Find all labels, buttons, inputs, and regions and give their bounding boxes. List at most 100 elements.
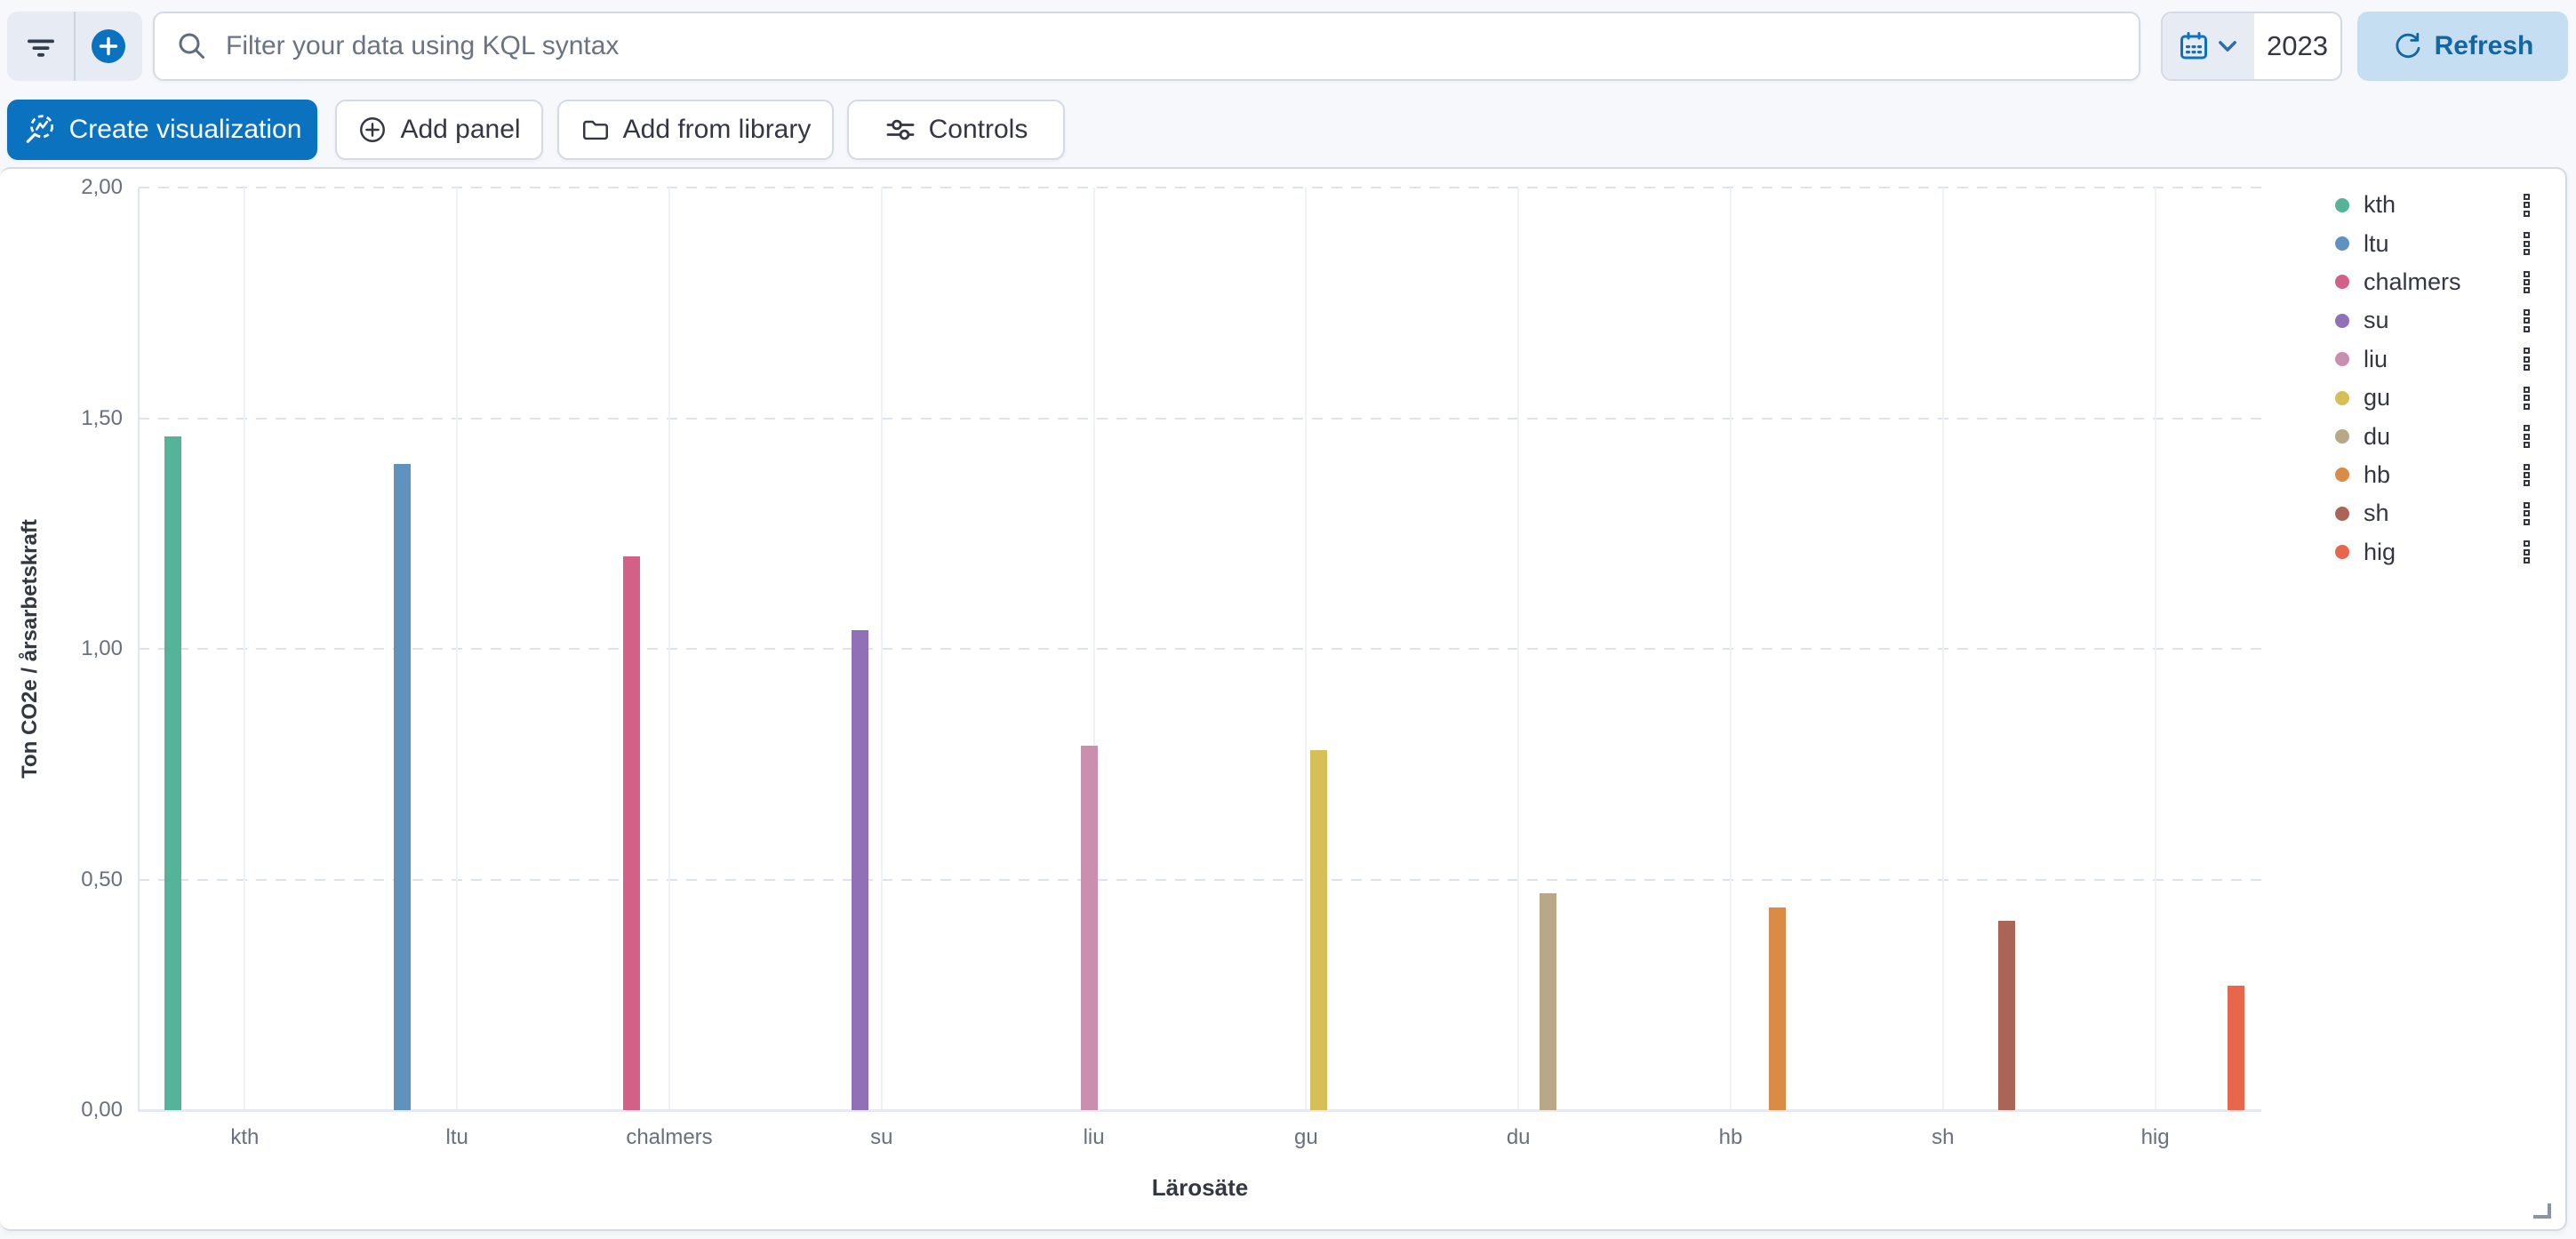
controls-label: Controls <box>928 115 1028 144</box>
filter-bar: 2023 Refresh <box>0 12 2576 81</box>
h-gridline <box>139 648 2261 650</box>
v-gridline <box>1305 188 1308 1110</box>
legend-item-actions-icon[interactable] <box>2524 348 2530 372</box>
folder-icon <box>582 120 608 140</box>
legend-color-dot <box>2335 468 2349 483</box>
create-visualization-label: Create visualization <box>68 115 302 144</box>
legend-item-gu[interactable]: gu <box>2325 379 2549 417</box>
legend-item-chalmers[interactable]: chalmers <box>2325 263 2549 301</box>
bar-chalmers[interactable] <box>622 556 640 1110</box>
date-value: 2023 <box>2267 30 2328 61</box>
add-filter-button[interactable] <box>76 12 142 81</box>
panel-resize-handle[interactable] <box>2533 1203 2551 1219</box>
x-tick-label: kth <box>230 1125 260 1149</box>
add-from-library-button[interactable]: Add from library <box>557 100 834 160</box>
legend-color-dot <box>2335 352 2349 367</box>
legend-color-dot <box>2335 236 2349 252</box>
filters-button[interactable] <box>7 12 74 81</box>
add-panel-button[interactable]: Add panel <box>335 100 543 160</box>
legend-item-label: kth <box>2364 191 2396 219</box>
filter-group-divider <box>74 12 76 81</box>
v-gridline <box>1092 188 1095 1110</box>
create-visualization-button[interactable]: Create visualization <box>7 100 317 160</box>
bar-chart: 0,00 0,50 1,00 1,50 2,00 kth ltu chalmers su liu g… <box>0 169 2565 1229</box>
x-tick-label: sh <box>1932 1125 1955 1149</box>
legend-item-label: liu <box>2364 345 2388 372</box>
add-panel-label: Add panel <box>400 115 521 144</box>
legend-color-dot <box>2335 545 2349 560</box>
legend-item-actions-icon[interactable] <box>2524 232 2530 255</box>
legend-item-label: hig <box>2364 538 2396 565</box>
y-tick-label: 2,00 <box>81 175 123 199</box>
x-axis-title: Lärosäte <box>1151 1174 1249 1201</box>
x-tick-label: hig <box>2140 1125 2170 1149</box>
legend-item-kth[interactable]: kth <box>2325 186 2549 224</box>
filter-actions-group <box>7 12 142 81</box>
bar-gu[interactable] <box>1310 750 1328 1110</box>
add-from-library-label: Add from library <box>622 115 812 144</box>
legend-item-ltu[interactable]: ltu <box>2325 224 2549 262</box>
v-gridline <box>1941 188 1944 1110</box>
controls-button[interactable]: Controls <box>847 100 1065 160</box>
legend-color-dot <box>2335 275 2349 290</box>
legend-color-dot <box>2335 429 2349 444</box>
v-gridline <box>456 188 459 1110</box>
legend-item-actions-icon[interactable] <box>2524 463 2530 487</box>
controls-icon <box>886 119 915 140</box>
legend-item-actions-icon[interactable] <box>2524 270 2530 294</box>
x-tick-label: hb <box>1718 1125 1743 1149</box>
legend-item-label: sh <box>2364 500 2389 527</box>
kql-search-box <box>153 12 2140 81</box>
bar-hb[interactable] <box>1769 907 1787 1110</box>
bar-hig[interactable] <box>2227 985 2244 1110</box>
legend-item-sh[interactable]: sh <box>2325 494 2549 532</box>
add-filter-plus-icon <box>92 29 126 63</box>
legend-item-actions-icon[interactable] <box>2524 308 2530 332</box>
bar-ltu[interactable] <box>393 464 411 1110</box>
legend-item-actions-icon[interactable] <box>2524 193 2530 217</box>
date-picker: 2023 <box>2161 12 2342 81</box>
v-gridline <box>880 188 883 1110</box>
bar-kth[interactable] <box>164 436 181 1110</box>
legend-item-label: hb <box>2364 460 2391 488</box>
refresh-button[interactable]: Refresh <box>2357 12 2568 81</box>
bar-sh[interactable] <box>1997 921 2015 1110</box>
legend-item-actions-icon[interactable] <box>2524 540 2530 564</box>
calendar-icon <box>2180 32 2207 60</box>
bar-liu[interactable] <box>1081 745 1099 1110</box>
legend-item-actions-icon[interactable] <box>2524 386 2530 410</box>
x-tick-label: ltu <box>445 1125 468 1149</box>
x-tick-label: liu <box>1083 1125 1105 1149</box>
bar-du[interactable] <box>1540 893 1557 1110</box>
plus-circle-icon <box>360 117 386 142</box>
legend-item-su[interactable]: su <box>2325 301 2549 340</box>
lens-icon <box>26 115 53 143</box>
legend-item-liu[interactable]: liu <box>2325 340 2549 379</box>
v-gridline <box>244 188 246 1110</box>
search-icon <box>179 33 204 59</box>
v-gridline <box>668 188 670 1110</box>
v-gridline <box>1730 188 1732 1110</box>
kql-search-input[interactable] <box>224 30 2121 62</box>
legend-color-dot <box>2335 506 2349 521</box>
y-tick-label: 1,50 <box>81 405 123 430</box>
legend-color-dot <box>2335 313 2349 328</box>
y-tick-label: 0,50 <box>81 867 123 891</box>
date-picker-toggle[interactable] <box>2163 13 2254 79</box>
legend-item-label: chalmers <box>2364 268 2461 295</box>
chevron-down-icon <box>2218 41 2236 52</box>
v-gridline <box>1517 188 1520 1110</box>
legend-item-du[interactable]: du <box>2325 417 2549 455</box>
bar-su[interactable] <box>852 630 869 1110</box>
date-picker-value[interactable]: 2023 <box>2254 13 2340 79</box>
dashboard-panel: Ton CO2e / årsarbetskraft 0,00 0,50 1,00 1,… <box>0 167 2567 1231</box>
legend-color-dot <box>2335 390 2349 405</box>
y-axis-line <box>138 188 140 1112</box>
legend-item-actions-icon[interactable] <box>2524 425 2530 448</box>
legend-item-actions-icon[interactable] <box>2524 501 2530 525</box>
legend-item-hb[interactable]: hb <box>2325 456 2549 494</box>
chart-legend: kth ltu chalmers su liu gu du hb sh hig <box>2325 186 2549 572</box>
refresh-icon <box>2396 32 2420 59</box>
legend-item-hig[interactable]: hig <box>2325 533 2549 572</box>
y-tick-label: 0,00 <box>81 1098 123 1122</box>
